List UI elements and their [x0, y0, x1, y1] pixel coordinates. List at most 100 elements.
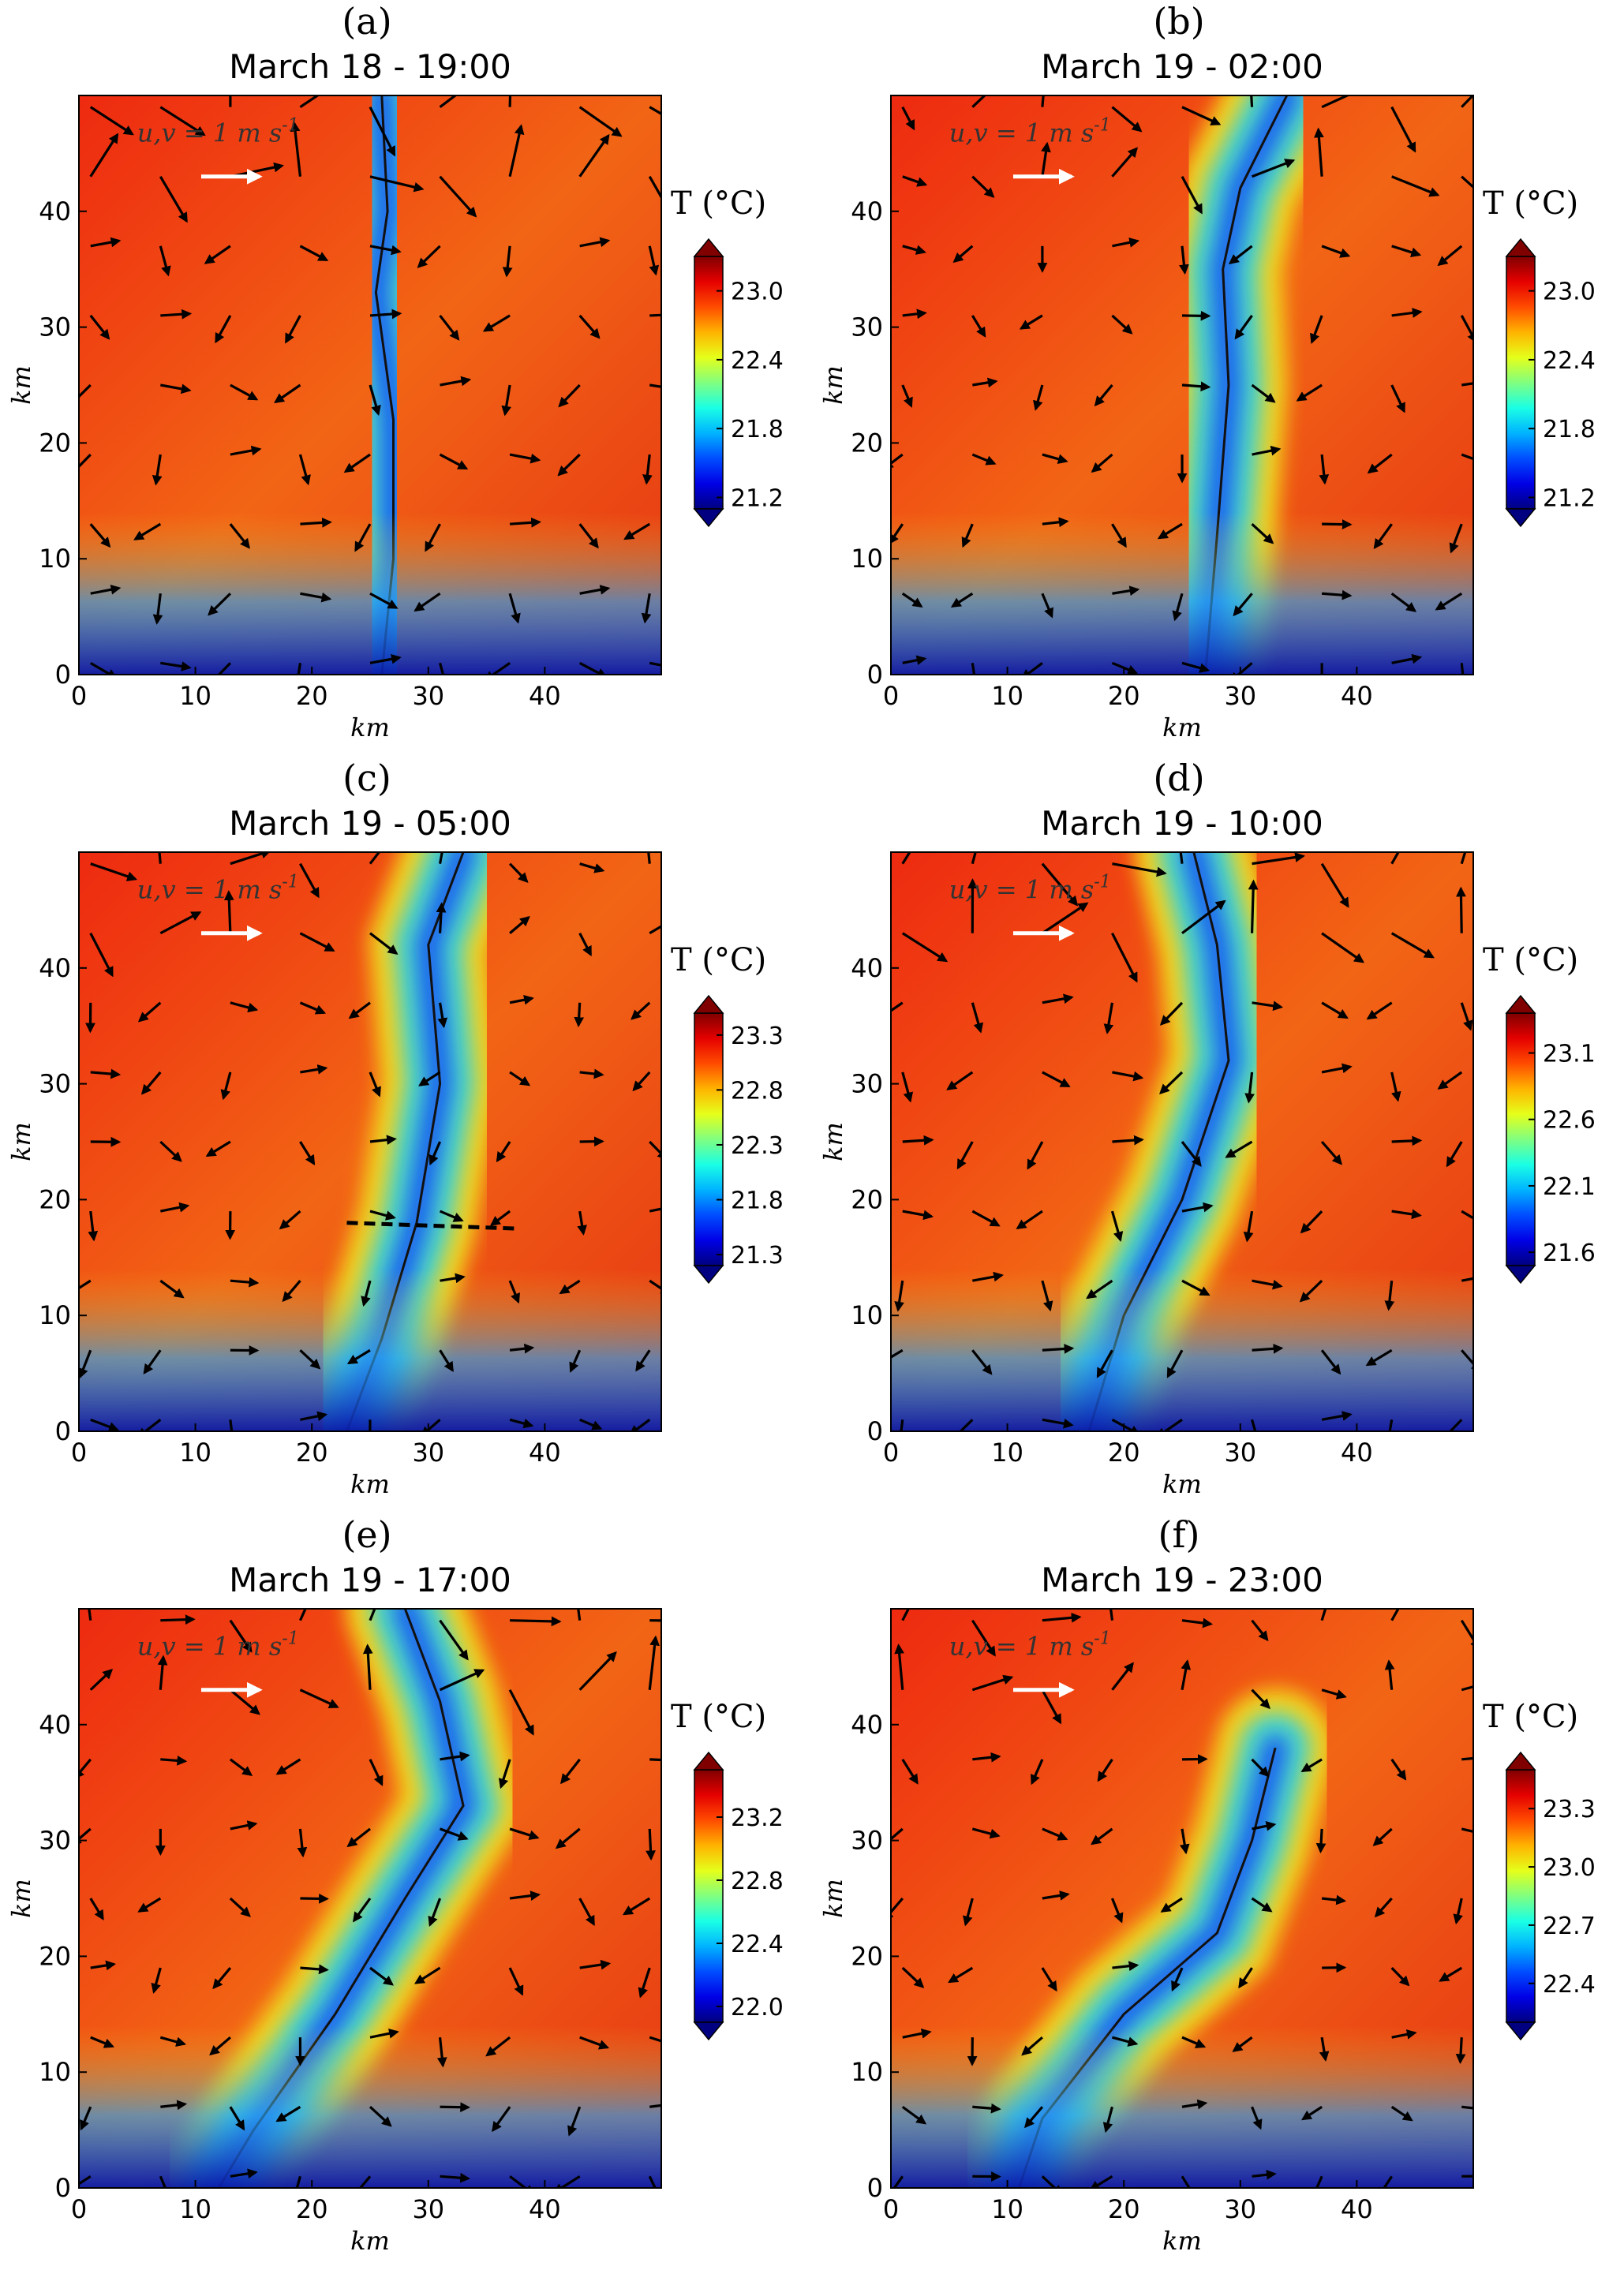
- wind-arrow: [1159, 1001, 1184, 1026]
- wind-arrow: [160, 1614, 196, 1625]
- wind-vectors: [79, 95, 661, 675]
- wind-arrow: [1320, 862, 1349, 908]
- panel-e: (e) March 19 - 17:00 u,v = 1 m s-1 0 10 20 30 4…: [0, 1513, 812, 2270]
- y-axis-label: km: [6, 365, 36, 405]
- wind-arrow: [1321, 1411, 1353, 1421]
- wind-arrow: [1461, 175, 1473, 189]
- wind-arrow: [1461, 1827, 1473, 1833]
- wind-arrow: [891, 1827, 904, 1849]
- wind-arrow: [1111, 1662, 1134, 1691]
- wind-arrow: [901, 106, 915, 131]
- wind-arrow: [1112, 237, 1140, 248]
- wind-arrow: [1042, 1071, 1071, 1088]
- wind-arrow: [971, 315, 986, 338]
- colorbar-tick-label: 21.6: [1543, 1240, 1596, 1267]
- colorbar-tick-label: 22.8: [731, 1868, 784, 1895]
- wind-arrow: [439, 175, 477, 218]
- wind-arrow: [158, 852, 162, 864]
- wind-arrow: [901, 384, 913, 408]
- wind-arrow: [274, 383, 301, 403]
- wind-arrow: [1390, 1966, 1410, 1987]
- y-tick-label: 10: [39, 1300, 71, 1330]
- wind-arrow: [159, 175, 188, 223]
- y-tick-label: 10: [851, 2057, 883, 2087]
- wind-arrow: [229, 1619, 253, 1653]
- wind-arrow: [1460, 315, 1473, 343]
- wind-arrow: [438, 852, 443, 864]
- wind-arrow: [89, 1898, 104, 1920]
- wind-arrow: [79, 1349, 92, 1379]
- wind-arrow: [971, 1827, 1001, 1839]
- wind-arrow: [437, 1002, 448, 1029]
- y-axis-label: km: [818, 1879, 848, 1918]
- wind-arrow: [1229, 662, 1253, 675]
- wind-arrow: [80, 2106, 92, 2131]
- wind-arrow: [1321, 1063, 1353, 1074]
- wind-arrow: [1460, 852, 1467, 865]
- wind-arrow: [369, 932, 399, 955]
- wind-arrow: [948, 1966, 974, 1984]
- wind-arrow: [648, 175, 661, 200]
- y-tick-label: 10: [851, 544, 883, 574]
- wind-arrow: [1437, 245, 1463, 267]
- wind-arrow: [567, 2106, 582, 2137]
- x-tick-label: 0: [71, 2194, 87, 2224]
- wind-arrow: [1042, 1827, 1068, 1841]
- wind-arrow: [143, 1349, 162, 1374]
- wind-arrow: [579, 1068, 604, 1079]
- wind-arrow: [555, 1827, 581, 1849]
- y-tick-label: 20: [39, 428, 71, 458]
- x-tick-label: 20: [296, 2194, 328, 2224]
- wind-arrow: [901, 2105, 927, 2125]
- y-tick-label: 20: [39, 1941, 71, 1971]
- wind-arrow: [1251, 383, 1276, 403]
- wind-arrow: [1321, 932, 1365, 963]
- wind-arrow: [509, 1418, 534, 1429]
- wind-arrow: [1238, 1967, 1253, 1989]
- y-axis-label: km: [818, 1122, 848, 1161]
- wind-arrow: [577, 1210, 587, 1236]
- wind-arrow: [1172, 593, 1184, 622]
- heatmap-plot: u,v = 1 m s-1 0 10 20 30 40 0 10 20 30 40 km km 23.3 2…: [6, 851, 784, 1499]
- wind-arrow: [440, 376, 472, 387]
- colorbar-tick-label: 23.0: [731, 279, 784, 306]
- vector-scale: u,v = 1 m s-1: [137, 1629, 299, 1698]
- wind-arrow: [1112, 1071, 1144, 1082]
- wind-arrow: [1320, 1140, 1343, 1165]
- wind-arrow: [439, 1210, 464, 1222]
- wind-arrow: [971, 1210, 1001, 1227]
- wind-arrow: [137, 1419, 162, 1431]
- panel-label: (a): [342, 0, 392, 43]
- wind-arrow: [1252, 1279, 1283, 1290]
- wind-arrow: [229, 2106, 245, 2131]
- wind-arrow: [508, 1967, 524, 1996]
- colorbar: [1506, 1012, 1536, 1266]
- x-tick-label: 30: [1224, 681, 1256, 711]
- wind-arrow: [90, 237, 122, 248]
- wind-arrow: [1391, 308, 1423, 318]
- wind-arrow: [1460, 663, 1465, 675]
- wind-arrow: [1112, 585, 1140, 596]
- wind-arrow: [1016, 1210, 1043, 1230]
- wind-arrow: [1252, 1000, 1284, 1012]
- wind-arrow: [1096, 1349, 1113, 1378]
- wind-arrow: [1091, 1827, 1113, 1846]
- panel-label: (e): [342, 1513, 392, 1556]
- colorbar-min-extend: [1505, 2021, 1536, 2041]
- wind-arrow: [1390, 932, 1435, 959]
- wind-arrow: [1441, 1419, 1463, 1431]
- wind-arrow: [557, 453, 581, 477]
- wind-arrow: [299, 95, 320, 109]
- colorbar-max-extend: [693, 994, 724, 1014]
- wind-arrow: [440, 1827, 469, 1841]
- wind-arrow: [89, 661, 118, 675]
- wind-arrow: [508, 95, 512, 107]
- wind-arrow: [1439, 1966, 1463, 1982]
- x-tick-label: 30: [1224, 2194, 1256, 2224]
- colorbar-tick-label: 21.2: [1543, 484, 1596, 512]
- wind-arrow: [215, 315, 232, 344]
- wind-arrow: [90, 1068, 122, 1079]
- wind-arrow: [1251, 1758, 1270, 1778]
- wind-arrow: [641, 593, 652, 624]
- heatmap-plot: u,v = 1 m s-1 0 10 20 30 40 0 10 20 30 40 km km 23.2 2…: [6, 1608, 784, 2256]
